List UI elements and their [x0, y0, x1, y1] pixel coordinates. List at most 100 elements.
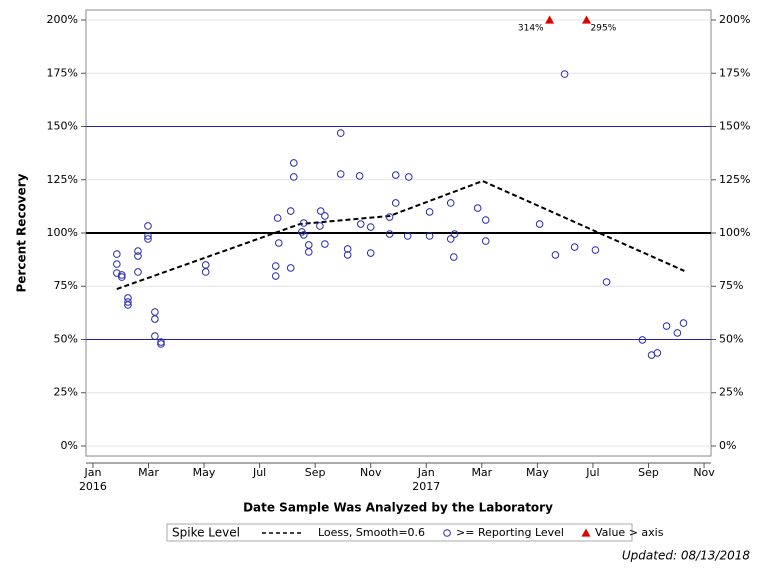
y-tick-label: 50% — [54, 332, 78, 345]
data-point — [144, 232, 152, 240]
x-tick-year: 2016 — [79, 480, 107, 493]
legend-box — [166, 523, 633, 542]
data-point — [336, 129, 345, 137]
data-point — [425, 232, 434, 240]
y2-tick-label: 100% — [719, 226, 750, 239]
data-point — [450, 230, 459, 238]
y2-tick-label: 200% — [719, 13, 750, 26]
loess-line — [116, 179, 685, 290]
y2-tick-label: 125% — [719, 173, 750, 186]
data-point — [355, 172, 364, 180]
data-point — [118, 271, 126, 279]
data-point — [638, 336, 647, 344]
legend-swatch — [443, 529, 451, 537]
data-point — [446, 199, 455, 207]
data-point — [144, 235, 152, 243]
data-point — [201, 268, 210, 276]
y-tick-label: 200% — [47, 13, 78, 26]
off-axis-marker — [545, 15, 555, 24]
data-point — [551, 251, 560, 259]
data-point — [299, 219, 308, 227]
x-tick-label: May — [193, 466, 216, 479]
y2-tick-label: 175% — [719, 66, 750, 79]
data-point — [151, 332, 159, 340]
y-tick-label: 150% — [47, 120, 78, 133]
y-tick-label: 25% — [54, 386, 78, 399]
data-point — [286, 264, 295, 272]
y2-tick-label: 150% — [719, 120, 750, 133]
legend-title: Spike Level — [172, 526, 240, 540]
data-point — [385, 213, 394, 221]
data-point — [124, 301, 132, 309]
data-point — [273, 214, 282, 222]
data-point — [286, 207, 295, 215]
y-axis-label: Percent Recovery — [15, 173, 29, 292]
x-axis-label: Date Sample Was Analyzed by the Laborato… — [243, 501, 553, 515]
x-tick-label: Sep — [638, 466, 659, 479]
data-point — [481, 216, 490, 224]
data-point — [391, 171, 400, 179]
data-point — [679, 319, 688, 327]
y2-tick-label: 50% — [719, 332, 743, 345]
y-tick-label: 175% — [47, 66, 78, 79]
data-point — [449, 253, 458, 261]
data-point — [304, 241, 313, 249]
y-tick-label: 100% — [47, 226, 78, 239]
data-point — [113, 250, 121, 258]
data-point — [151, 308, 159, 316]
x-tick-label: Nov — [693, 466, 715, 479]
footnote: Updated: 08/13/2018 — [622, 549, 750, 563]
data-point — [473, 204, 482, 212]
data-point — [118, 273, 126, 281]
data-point — [356, 220, 365, 228]
data-point — [316, 207, 325, 215]
data-point — [151, 315, 159, 323]
x-tick-label: Jan — [83, 466, 101, 479]
data-point — [201, 261, 210, 269]
x-tick-label: Nov — [360, 466, 382, 479]
data-point — [366, 249, 375, 257]
data-point — [271, 272, 280, 280]
data-point — [157, 340, 165, 348]
data-point — [403, 232, 412, 240]
data-point — [157, 338, 165, 346]
data-point — [343, 245, 352, 253]
data-point — [336, 170, 345, 178]
x-tick-label: Sep — [305, 466, 326, 479]
data-point — [481, 237, 490, 245]
data-point — [316, 222, 324, 230]
data-point — [321, 240, 329, 248]
off-axis-label: 314% — [518, 24, 544, 34]
y2-tick-label: 25% — [719, 386, 743, 399]
data-point — [113, 269, 121, 277]
data-point — [113, 260, 121, 268]
y-tick-label: 75% — [54, 279, 78, 292]
y2-tick-label: 75% — [719, 279, 743, 292]
data-point — [304, 248, 313, 256]
legend-label: >= Reporting Level — [456, 526, 564, 539]
x-tick-label: Jul — [585, 466, 599, 479]
data-point — [274, 239, 283, 247]
x-tick-label: Jan — [417, 466, 435, 479]
data-point — [425, 208, 434, 216]
data-point — [570, 243, 579, 251]
y-tick-label: 0% — [61, 439, 78, 452]
data-point — [391, 199, 400, 207]
data-point — [321, 212, 329, 220]
off-axis-label: 295% — [591, 24, 617, 34]
x-tick-label: Jul — [252, 466, 266, 479]
data-point — [591, 246, 600, 254]
data-point — [124, 298, 132, 306]
data-point — [662, 322, 671, 330]
data-point — [560, 70, 569, 78]
off-axis-marker — [582, 15, 592, 24]
data-point — [366, 223, 375, 231]
data-point — [271, 262, 280, 270]
data-point — [653, 349, 662, 357]
data-point — [134, 268, 142, 276]
y2-tick-label: 0% — [719, 439, 736, 452]
data-point — [134, 247, 142, 255]
data-point — [535, 220, 544, 228]
x-tick-label: May — [526, 466, 549, 479]
data-point — [446, 235, 455, 243]
